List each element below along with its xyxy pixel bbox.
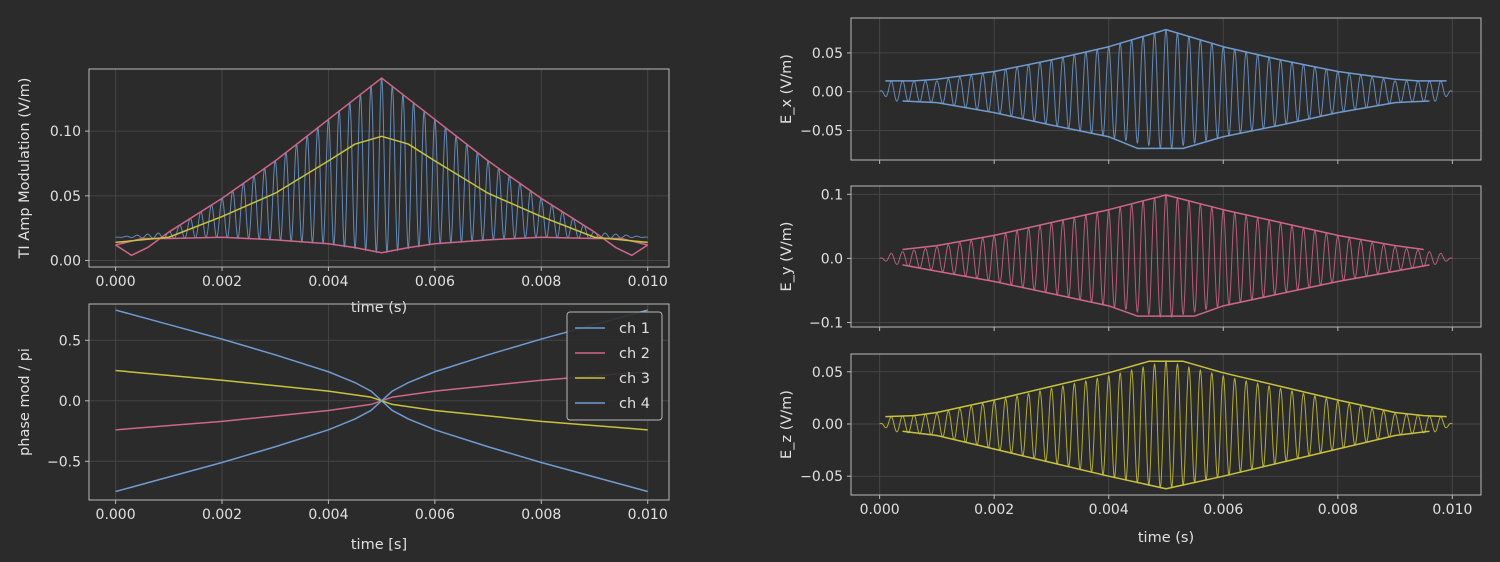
series-oscillation [115,77,648,254]
plot-area [115,77,649,257]
y-axis-label: TI Amp Modulation (V/m) [17,78,33,260]
series-upper-envelope [902,194,1424,251]
series-upper-envelope [885,28,1447,82]
x-tick-label: 0.000 [96,507,136,523]
x-tick-label: 0.006 [415,507,455,523]
y-axis-label: E_y (V/m) [779,222,795,292]
plot-area [879,359,1453,490]
y-tick-label: 0.1 [821,187,843,203]
x-tick-label: 0.008 [521,507,561,523]
x-tick-label: 0.004 [308,507,348,523]
y-tick-label: 0.00 [812,417,843,433]
plot-area [879,28,1453,150]
y-tick-label: −0.1 [809,316,843,332]
y-axis-label: E_z (V/m) [779,390,795,459]
y-axis-label: phase mod / pi [17,348,33,456]
axes-frame [88,303,670,501]
y-tick-label: 0.05 [50,189,81,205]
chart-e-x: 0.05 0.00 −0.05 E_x (V/m) [779,17,1482,164]
x-axis-label: time (s) [351,300,407,316]
x-tick-label: 0.008 [1318,502,1358,518]
x-tick-label: 0.006 [1203,502,1243,518]
y-tick-label: 0.00 [812,85,843,101]
y-tick-label: −0.5 [47,454,81,470]
legend-label: ch 3 [619,371,650,387]
x-tick-label: 0.008 [521,274,561,290]
chart-phase-mod: 0.000 0.002 0.004 0.006 0.008 0.010 −0.5 0.0 0.5… [17,303,670,553]
axes-frame [88,68,670,268]
chart-ti-amp: 0.000 0.002 0.004 0.006 0.008 0.010 0.00 0.05 0.… [17,68,670,316]
axes-frame [850,353,1482,496]
x-tick-label: 0.010 [1432,502,1472,518]
y-axis-label: E_x (V/m) [779,54,795,124]
legend: ch 1 ch 2 ch 3 ch 4 [566,311,663,421]
legend-label: ch 1 [619,321,650,337]
chart-e-z: 0.000 0.002 0.004 0.006 0.008 0.010 0.05 0.00 −0… [779,353,1482,546]
series-lower-envelope [902,100,1430,150]
series-upper-envelope [885,360,1447,418]
chart-e-y: 0.1 0.0 −0.1 E_y (V/m) [779,185,1482,332]
x-tick-label: 0.000 [860,502,900,518]
y-tick-label: 0.5 [59,333,81,349]
y-tick-label: −0.05 [800,469,843,485]
axes-frame [850,17,1482,161]
y-tick-label: −0.05 [800,124,843,140]
y-tick-label: 0.10 [50,124,81,140]
series-oscillation [879,193,1453,318]
legend-label: ch 2 [619,346,650,362]
x-tick-label: 0.004 [308,274,348,290]
x-tick-label: 0.000 [96,274,136,290]
legend-label: ch 4 [619,396,650,412]
series-lower-envelope [902,264,1430,317]
x-axis-label: time [s] [351,537,407,553]
series-ch-4 [115,309,648,493]
x-tick-label: 0.002 [202,507,242,523]
x-tick-label: 0.002 [202,274,242,290]
y-tick-label: 0.00 [50,254,81,270]
series-envelope-max [115,77,649,257]
y-tick-label: 0.05 [812,46,843,62]
series-envelope-min [115,236,648,254]
series-lower-envelope [902,430,1430,490]
x-tick-label: 0.010 [628,507,668,523]
axes-frame [850,185,1482,328]
y-tick-label: 0.0 [821,251,843,267]
y-tick-label: 0.0 [59,394,81,410]
x-axis-label: time (s) [1138,530,1194,546]
x-tick-label: 0.004 [1089,502,1129,518]
legend-frame [566,311,663,421]
x-tick-label: 0.006 [415,274,455,290]
x-tick-label: 0.002 [974,502,1014,518]
plot-area [115,309,648,493]
x-tick-label: 0.010 [628,274,668,290]
series-mean [115,135,648,244]
y-tick-label: 0.05 [812,365,843,381]
plot-area [879,193,1453,318]
